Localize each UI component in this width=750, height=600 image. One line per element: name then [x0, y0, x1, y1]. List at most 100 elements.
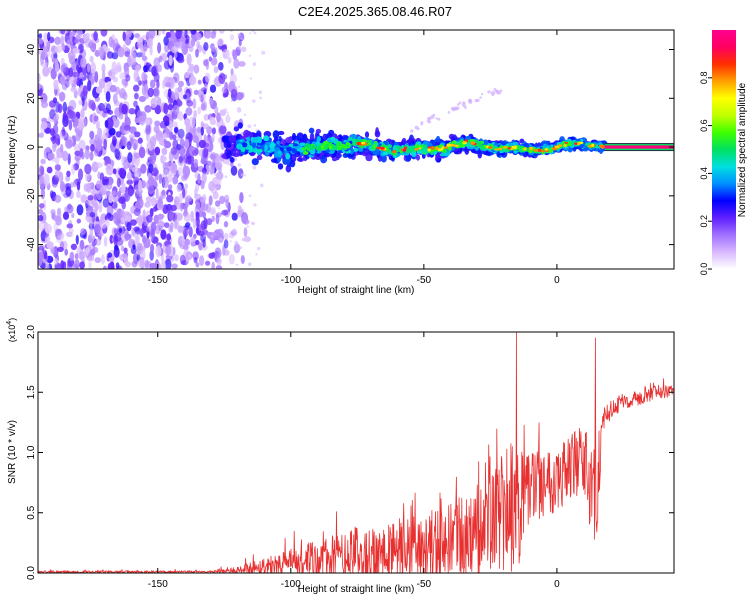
spectral-blob: [230, 88, 238, 98]
spectral-blob: [176, 183, 182, 193]
spectral-blob: [108, 36, 114, 48]
spectral-blob: [241, 142, 248, 148]
spectral-blob: [308, 127, 315, 134]
spectral-blob: [93, 30, 98, 42]
spectral-blob: [99, 219, 108, 229]
spectral-blob: [168, 55, 173, 66]
spectral-blob: [82, 66, 87, 76]
spectral-blob: [145, 123, 151, 136]
spectral-blob: [352, 138, 357, 144]
y-tick-label: 1.0: [26, 445, 37, 459]
spectral-blob: [163, 139, 168, 145]
spectral-blob: [238, 61, 246, 67]
spectral-blob: [243, 227, 248, 238]
spectral-blob: [214, 106, 219, 114]
spectral-blob: [52, 124, 59, 135]
spectral-blob: [248, 54, 251, 58]
spectral-blob: [160, 229, 167, 240]
spectral-blob: [89, 249, 95, 256]
spectral-blob: [392, 150, 397, 154]
spectral-blob: [82, 85, 88, 97]
spectral-blob: [162, 156, 167, 162]
spectral-blob: [59, 76, 65, 86]
spectral-blob: [274, 147, 280, 152]
colorbar-tick-label: 0.2: [699, 215, 709, 228]
x-tick-label: -100: [281, 579, 301, 590]
spectral-blob: [253, 203, 257, 207]
spectral-blob: [61, 126, 65, 137]
spectral-blob: [40, 187, 46, 200]
spectral-blob: [181, 41, 185, 53]
spectral-blob: [157, 42, 162, 54]
spectral-blob: [302, 151, 309, 155]
spectral-blob: [454, 144, 459, 147]
spectral-blob: [420, 122, 424, 126]
spectral-blob: [219, 125, 227, 135]
spectral-blob: [416, 127, 420, 131]
spectral-blob: [183, 138, 190, 149]
spectral-blob: [225, 115, 231, 123]
spectral-blob: [155, 245, 162, 258]
spectral-blob: [173, 127, 179, 134]
spectral-blob: [60, 143, 64, 153]
spectral-blob: [64, 206, 68, 214]
spectral-blob: [171, 263, 178, 269]
x-tick-label: -50: [417, 275, 432, 286]
spectral-blob: [271, 158, 278, 163]
spectral-blob: [71, 30, 76, 37]
spectral-blob: [40, 121, 48, 130]
colorbar-ticks: 0.0 0.2 0.4 0.6 0.8: [699, 72, 712, 275]
spectral-blob: [213, 66, 219, 74]
spectral-blob: [77, 120, 85, 131]
spectral-blob: [422, 146, 426, 151]
spectral-blob: [269, 147, 275, 152]
spectral-blob: [136, 76, 141, 83]
spectral-blob: [116, 177, 121, 188]
spectral-blob: [372, 144, 377, 148]
spectral-blob: [68, 119, 73, 131]
spectral-blob: [233, 243, 241, 254]
spectral-blob: [96, 189, 103, 201]
spectral-blob: [52, 97, 58, 104]
spectral-blob: [116, 62, 121, 71]
spectral-blob: [115, 217, 121, 223]
spectral-blob: [179, 137, 185, 149]
spectral-blob: [137, 245, 142, 251]
spectral-blob: [461, 102, 466, 107]
spectral-blob: [428, 116, 432, 120]
spectral-blob: [140, 163, 147, 174]
spectral-blob: [120, 168, 126, 180]
spectral-blob: [209, 84, 217, 93]
colorbar: 0.0 0.2 0.4 0.6 0.8 Normalized spectral ampl…: [699, 30, 748, 275]
spectral-blob: [169, 31, 177, 43]
spectral-blob: [43, 32, 48, 44]
spectral-blob: [197, 106, 202, 115]
spectral-blob: [299, 142, 306, 147]
spectral-blob: [223, 239, 229, 249]
spectral-blob: [293, 143, 298, 147]
spectral-blob: [259, 183, 264, 188]
spectral-blob: [132, 244, 136, 250]
spectral-blob: [123, 247, 128, 254]
spectral-blob: [149, 136, 157, 148]
spectral-blob: [195, 262, 200, 268]
spectral-blob: [104, 214, 110, 221]
spectral-blob: [537, 148, 542, 152]
spectral-blob: [103, 236, 108, 247]
spectral-blob: [209, 116, 216, 126]
spectral-blob: [77, 168, 84, 181]
spectral-blob: [73, 77, 78, 84]
spectral-blob: [60, 64, 67, 73]
snr-panel: -150 -100 -50 0 0.0 0.5 1.0 1.5 2.0 Height of s…: [6, 318, 675, 595]
spectral-blob: [320, 145, 325, 150]
spectral-blob: [91, 191, 96, 203]
spectral-blob: [177, 128, 185, 139]
spectral-blob: [114, 244, 119, 251]
spectral-blob: [331, 157, 338, 162]
spectral-blob: [54, 59, 59, 69]
spectral-blob: [84, 163, 92, 175]
spectral-blob: [118, 196, 126, 204]
y-tick-label: 40: [26, 44, 37, 56]
spectral-blob: [165, 244, 172, 256]
spectral-blob: [95, 120, 101, 130]
